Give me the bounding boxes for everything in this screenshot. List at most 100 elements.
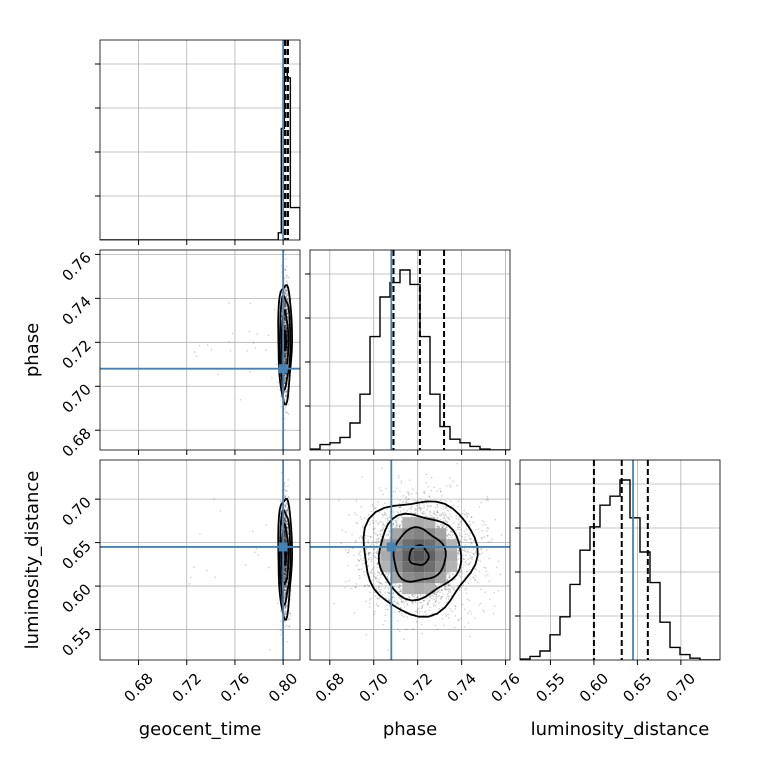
scatter-phase-vs-geocent-time-sample: [284, 372, 287, 375]
scatter-luminosity-distance-vs-phase-sample: [437, 511, 439, 514]
scatter-luminosity-distance-vs-geocent-time-sample: [284, 569, 287, 572]
scatter-luminosity-distance-vs-phase-sample: [421, 511, 423, 514]
scatter-luminosity-distance-vs-geocent-time-sample: [284, 589, 286, 592]
scatter-luminosity-distance-vs-phase-sample: [424, 512, 426, 515]
scatter-luminosity-distance-vs-geocent-time-sample: [284, 585, 287, 587]
scatter-luminosity-distance-vs-geocent-time-sample: [284, 578, 286, 581]
scatter-luminosity-distance-vs-phase-sample: [387, 527, 390, 530]
scatter-luminosity-distance-vs-geocent-time-sample: [284, 519, 286, 521]
scatter-luminosity-distance-vs-phase-sample: [467, 558, 470, 560]
scatter-luminosity-distance-vs-geocent-time-sample: [285, 567, 287, 570]
scatter-luminosity-distance-vs-phase-sample: [454, 537, 456, 540]
scatter-luminosity-distance-vs-phase-sample: [371, 557, 374, 559]
scatter-luminosity-distance-vs-geocent-time-sample: [284, 606, 287, 609]
scatter-luminosity-distance-vs-phase-sample: [430, 476, 433, 479]
scatter-luminosity-distance-vs-geocent-time-sample: [284, 586, 286, 589]
scatter-luminosity-distance-vs-geocent-time-sample: [288, 618, 290, 621]
scatter-luminosity-distance-vs-phase-sample: [432, 512, 435, 515]
scatter-luminosity-distance-vs-geocent-time-sample: [283, 573, 286, 576]
scatter-luminosity-distance-vs-phase-sample: [442, 513, 445, 516]
scatter-phase-vs-geocent-time-sample: [284, 408, 286, 410]
scatter-luminosity-distance-vs-phase-sample: [426, 601, 429, 604]
scatter-phase-vs-geocent-time-sample: [284, 381, 286, 384]
scatter-luminosity-distance-vs-phase-sample: [373, 575, 376, 578]
scatter-luminosity-distance-vs-phase-sample: [388, 587, 390, 589]
scatter-luminosity-distance-vs-phase-sample: [376, 574, 379, 577]
scatter-phase-vs-geocent-time-sample: [284, 303, 287, 306]
hist-phase-grid: [329, 250, 507, 450]
scatter-luminosity-distance-vs-phase-sample: [415, 507, 417, 510]
scatter-luminosity-distance-vs-geocent-time-ytick-label-1: 0.60: [58, 580, 94, 616]
scatter-luminosity-distance-vs-phase-sample: [419, 610, 421, 613]
scatter-luminosity-distance-vs-phase-sample: [364, 537, 367, 540]
scatter-luminosity-distance-vs-geocent-time-sample: [283, 529, 286, 532]
scatter-luminosity-distance-vs-geocent-time-sample: [284, 577, 287, 579]
scatter-luminosity-distance-vs-geocent-time-sample: [284, 518, 286, 520]
scatter-luminosity-distance-vs-geocent-time-sample: [284, 540, 287, 542]
scatter-luminosity-distance-vs-phase-sample: [441, 596, 443, 598]
scatter-phase-vs-geocent-time-sample: [285, 305, 287, 308]
scatter-phase-vs-geocent-time-sample: [283, 305, 286, 307]
scatter-luminosity-distance-vs-phase-sample: [428, 514, 431, 516]
scatter-luminosity-distance-vs-geocent-time-sample: [284, 569, 287, 572]
scatter-luminosity-distance-vs-phase-sample: [367, 541, 370, 544]
scatter-luminosity-distance-vs-geocent-time-sample: [285, 539, 288, 542]
scatter-luminosity-distance-vs-phase-sample: [443, 515, 446, 517]
scatter-luminosity-distance-vs-phase-sample: [419, 595, 422, 597]
scatter-luminosity-distance-vs-phase-sample: [422, 594, 425, 597]
scatter-luminosity-distance-vs-phase-sample: [370, 510, 372, 513]
scatter-luminosity-distance-vs-geocent-time-sample: [283, 569, 286, 572]
scatter-luminosity-distance-vs-phase-sample: [371, 522, 374, 525]
scatter-phase-vs-geocent-time-sample: [283, 359, 286, 361]
scatter-luminosity-distance-vs-geocent-time-sample: [289, 612, 292, 615]
scatter-luminosity-distance-vs-phase-sample: [456, 484, 458, 487]
scatter-luminosity-distance-vs-phase-sample: [433, 598, 436, 601]
scatter-phase-vs-geocent-time-ytick-label-0: 0.68: [58, 424, 94, 460]
scatter-luminosity-distance-vs-phase-sample: [481, 519, 484, 522]
scatter-luminosity-distance-vs-phase-sample: [438, 601, 440, 604]
scatter-luminosity-distance-vs-phase-sample: [487, 573, 489, 576]
scatter-luminosity-distance-vs-geocent-time-sample: [286, 527, 289, 530]
scatter-luminosity-distance-vs-geocent-time-sample: [284, 605, 286, 608]
scatter-luminosity-distance-vs-phase-sample: [485, 523, 487, 526]
scatter-luminosity-distance-vs-geocent-time-sample: [287, 478, 289, 481]
scatter-luminosity-distance-vs-phase-sample: [398, 586, 400, 589]
scatter-luminosity-distance-vs-phase-sample: [464, 576, 466, 578]
scatter-luminosity-distance-vs-geocent-time-sample: [284, 568, 287, 570]
scatter-luminosity-distance-vs-phase-sample: [439, 583, 442, 585]
scatter-luminosity-distance-vs-phase-sample: [410, 515, 413, 517]
scatter-phase-vs-geocent-time-sample: [285, 305, 287, 308]
scatter-luminosity-distance-vs-phase-sample: [388, 571, 390, 574]
scatter-phase-vs-geocent-time-sample: [285, 296, 288, 298]
scatter-phase-vs-geocent-time-sample: [284, 291, 286, 294]
scatter-luminosity-distance-vs-geocent-time-sample: [285, 570, 287, 573]
scatter-luminosity-distance-vs-geocent-time-sample: [284, 575, 287, 577]
scatter-luminosity-distance-vs-phase-sample: [400, 590, 402, 593]
scatter-luminosity-distance-vs-phase-sample: [378, 581, 380, 583]
scatter-luminosity-distance-vs-phase-sample: [422, 599, 425, 602]
scatter-phase-vs-geocent-time-sample: [287, 300, 290, 303]
scatter-luminosity-distance-vs-geocent-time-sample: [283, 539, 286, 542]
scatter-phase-vs-geocent-time-sample: [284, 355, 286, 357]
scatter-phase-vs-geocent-time-sample: [284, 358, 287, 361]
scatter-luminosity-distance-vs-phase-sample: [408, 596, 411, 599]
scatter-luminosity-distance-vs-phase-sample: [499, 573, 502, 576]
scatter-luminosity-distance-vs-phase-sample: [466, 570, 468, 573]
scatter-luminosity-distance-vs-phase-sample: [406, 603, 409, 605]
scatter-phase-vs-geocent-time-sample: [284, 354, 286, 357]
panel-phase-vs-geocent-time: 0.680.700.720.740.76: [58, 248, 301, 461]
scatter-luminosity-distance-vs-phase-sample: [469, 635, 471, 638]
scatter-luminosity-distance-vs-phase-sample: [429, 597, 432, 599]
scatter-luminosity-distance-vs-phase-sample: [461, 569, 463, 572]
scatter-phase-vs-geocent-time-sample: [284, 362, 287, 364]
scatter-phase-vs-geocent-time-sample: [286, 411, 288, 414]
scatter-luminosity-distance-vs-phase-sample: [416, 509, 419, 512]
scatter-luminosity-distance-vs-phase-sample: [417, 607, 420, 610]
scatter-luminosity-distance-vs-geocent-time-sample: [280, 633, 282, 636]
scatter-phase-vs-geocent-time-sample: [228, 340, 230, 343]
scatter-luminosity-distance-vs-geocent-time-sample: [286, 508, 289, 511]
scatter-luminosity-distance-vs-phase-sample: [421, 512, 424, 515]
scatter-phase-vs-geocent-time-sample: [239, 399, 242, 401]
scatter-luminosity-distance-vs-geocent-time-sample: [283, 572, 286, 575]
scatter-luminosity-distance-vs-phase-sample: [446, 529, 449, 532]
